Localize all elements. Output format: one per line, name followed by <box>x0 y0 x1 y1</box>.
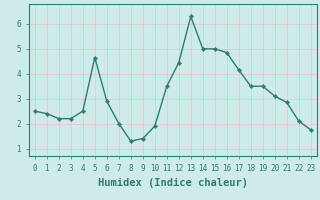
X-axis label: Humidex (Indice chaleur): Humidex (Indice chaleur) <box>98 178 248 188</box>
